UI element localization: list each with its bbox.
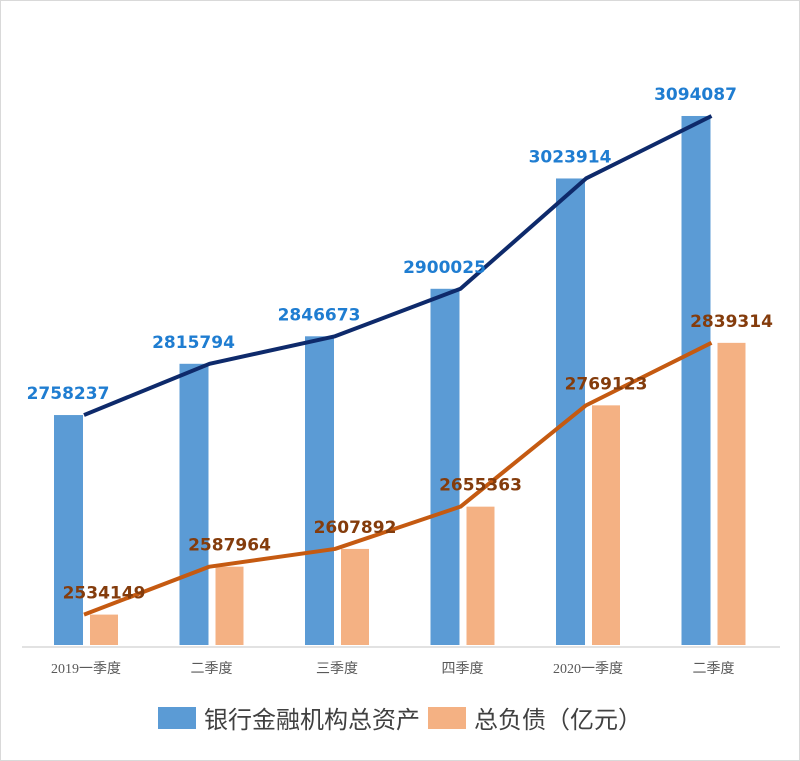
bar-assets [54, 415, 83, 645]
bar-assets [305, 336, 334, 645]
legend-swatch-assets [158, 706, 196, 729]
bar-liabilities [717, 342, 746, 645]
legend-label-assets: 银行金融机构总资产 [204, 706, 420, 734]
bar-assets [430, 288, 460, 645]
legend-label-liabilities: 总负债（亿元） [474, 706, 642, 734]
legend-item-liabilities: 总负债（亿元） [428, 700, 642, 735]
bar-liabilities [341, 548, 369, 645]
bar-assets [681, 115, 711, 646]
legend: 银行金融机构总资产 总负债（亿元） [0, 700, 800, 735]
data-label-assets: 2900025 [403, 258, 486, 278]
x-tick-label: 2019一季度 [51, 661, 121, 677]
data-label-assets: 3094087 [654, 85, 737, 105]
data-label-assets: 2846673 [278, 305, 361, 325]
data-label-liabilities: 2587964 [188, 536, 271, 556]
bar-assets [179, 363, 209, 645]
bar-liabilities [215, 566, 244, 645]
data-label-assets: 2815794 [152, 333, 235, 353]
data-label-liabilities: 2655363 [439, 476, 522, 496]
line-assets [83, 114, 713, 417]
data-label-liabilities: 2839314 [690, 312, 773, 332]
legend-swatch-liabilities [428, 706, 466, 729]
x-tick-label: 三季度 [316, 661, 358, 677]
data-label-liabilities: 2769123 [565, 374, 648, 394]
legend-item-assets: 银行金融机构总资产 [158, 700, 420, 735]
x-tick-label: 四季度 [442, 661, 484, 677]
line-liabilities [83, 341, 713, 617]
x-tick-label: 2020一季度 [553, 661, 623, 677]
bar-line-chart: 2019一季度 二季度 三季度 四季度 2020一季度 二季度 2758237 2815794… [22, 85, 780, 677]
data-label-liabilities: 2534149 [63, 584, 146, 604]
data-label-assets: 2758237 [27, 384, 110, 404]
x-tick-label: 二季度 [693, 661, 735, 677]
bar-liabilities [90, 614, 118, 645]
data-label-assets: 3023914 [529, 147, 612, 167]
x-tick-label: 二季度 [191, 661, 233, 677]
bar-liabilities [466, 506, 495, 645]
bar-liabilities [592, 405, 620, 645]
data-label-liabilities: 2607892 [314, 518, 397, 538]
